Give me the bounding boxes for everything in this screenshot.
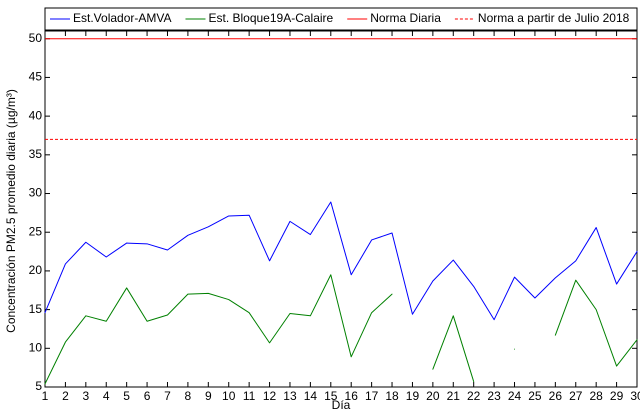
y-axis-label: Concentración PM2.5 promedio diaria (µg/… (4, 89, 18, 333)
x-tick-label: 9 (205, 389, 212, 403)
x-tick-label: 29 (610, 389, 624, 403)
x-tick-label: 18 (385, 389, 399, 403)
x-tick-label: 5 (123, 389, 130, 403)
x-tick-label: 26 (549, 389, 563, 403)
x-tick-label: 13 (283, 389, 297, 403)
x-tick-label: 2 (62, 389, 69, 403)
x-tick-label: 15 (324, 389, 338, 403)
x-tick-label: 22 (467, 389, 481, 403)
y-tick-label: 45 (29, 70, 43, 84)
data-line (44, 201, 638, 321)
x-tick-label: 11 (243, 389, 256, 403)
plot-area (44, 30, 638, 388)
x-tick-label: 1 (42, 389, 49, 403)
x-tick-label: 4 (103, 389, 110, 403)
y-tick-label: 40 (29, 108, 43, 122)
x-tick-label: 14 (304, 389, 318, 403)
legend-label: Est.Volador-AMVA (73, 11, 171, 25)
x-tick-label: 30 (630, 389, 640, 403)
y-tick-label: 50 (29, 31, 43, 45)
y-tick-label: 35 (29, 147, 43, 161)
y-tick-label: 5 (35, 379, 42, 393)
y-tick-label: 30 (29, 186, 43, 200)
x-tick-label: 16 (345, 389, 359, 403)
x-tick-label: 27 (569, 389, 583, 403)
y-tick-label: 15 (29, 302, 43, 316)
x-tick-label: 8 (185, 389, 192, 403)
x-tick-label: 20 (426, 389, 440, 403)
x-tick-label: 6 (144, 389, 151, 403)
x-tick-label: 24 (508, 389, 522, 403)
x-tick-label: 21 (447, 389, 461, 403)
x-tick-label: 23 (487, 389, 501, 403)
x-tick-label: 25 (528, 389, 542, 403)
legend-label: Est. Bloque19A-Calaire (208, 11, 333, 25)
x-tick-label: 12 (263, 389, 277, 403)
legend-box (44, 7, 638, 31)
x-tick-label: 17 (365, 389, 379, 403)
legend-label: Norma a partir de Julio 2018 (478, 11, 630, 25)
x-tick-label: 10 (222, 389, 236, 403)
y-tick-label: 20 (29, 263, 43, 277)
legend-label: Norma Diaria (370, 11, 441, 25)
x-axis-label: Día (332, 398, 351, 412)
x-tick-label: 3 (82, 389, 89, 403)
x-tick-label: 19 (406, 389, 420, 403)
data-line (44, 274, 638, 385)
y-tick-label: 25 (29, 224, 43, 238)
x-tick-label: 28 (589, 389, 603, 403)
legend: Est.Volador-AMVA Est. Bloque19A-Calaire No… (44, 7, 638, 31)
y-tick-label: 10 (29, 340, 43, 354)
x-tick-label: 7 (164, 389, 171, 403)
